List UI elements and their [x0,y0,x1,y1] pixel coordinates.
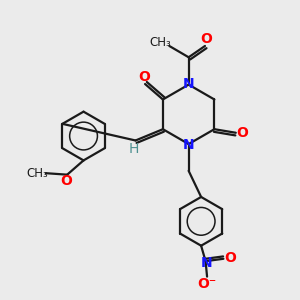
Text: O: O [139,70,150,85]
Text: N: N [200,256,212,270]
Text: O: O [60,174,72,188]
Text: O: O [224,251,236,265]
Text: N: N [183,77,194,91]
Text: CH₃: CH₃ [149,37,171,50]
Text: N: N [183,138,194,152]
Text: H: H [129,142,139,156]
Text: CH₃: CH₃ [26,167,48,180]
Text: O: O [200,32,212,46]
Text: O: O [236,126,248,140]
Text: O⁻: O⁻ [197,277,217,291]
